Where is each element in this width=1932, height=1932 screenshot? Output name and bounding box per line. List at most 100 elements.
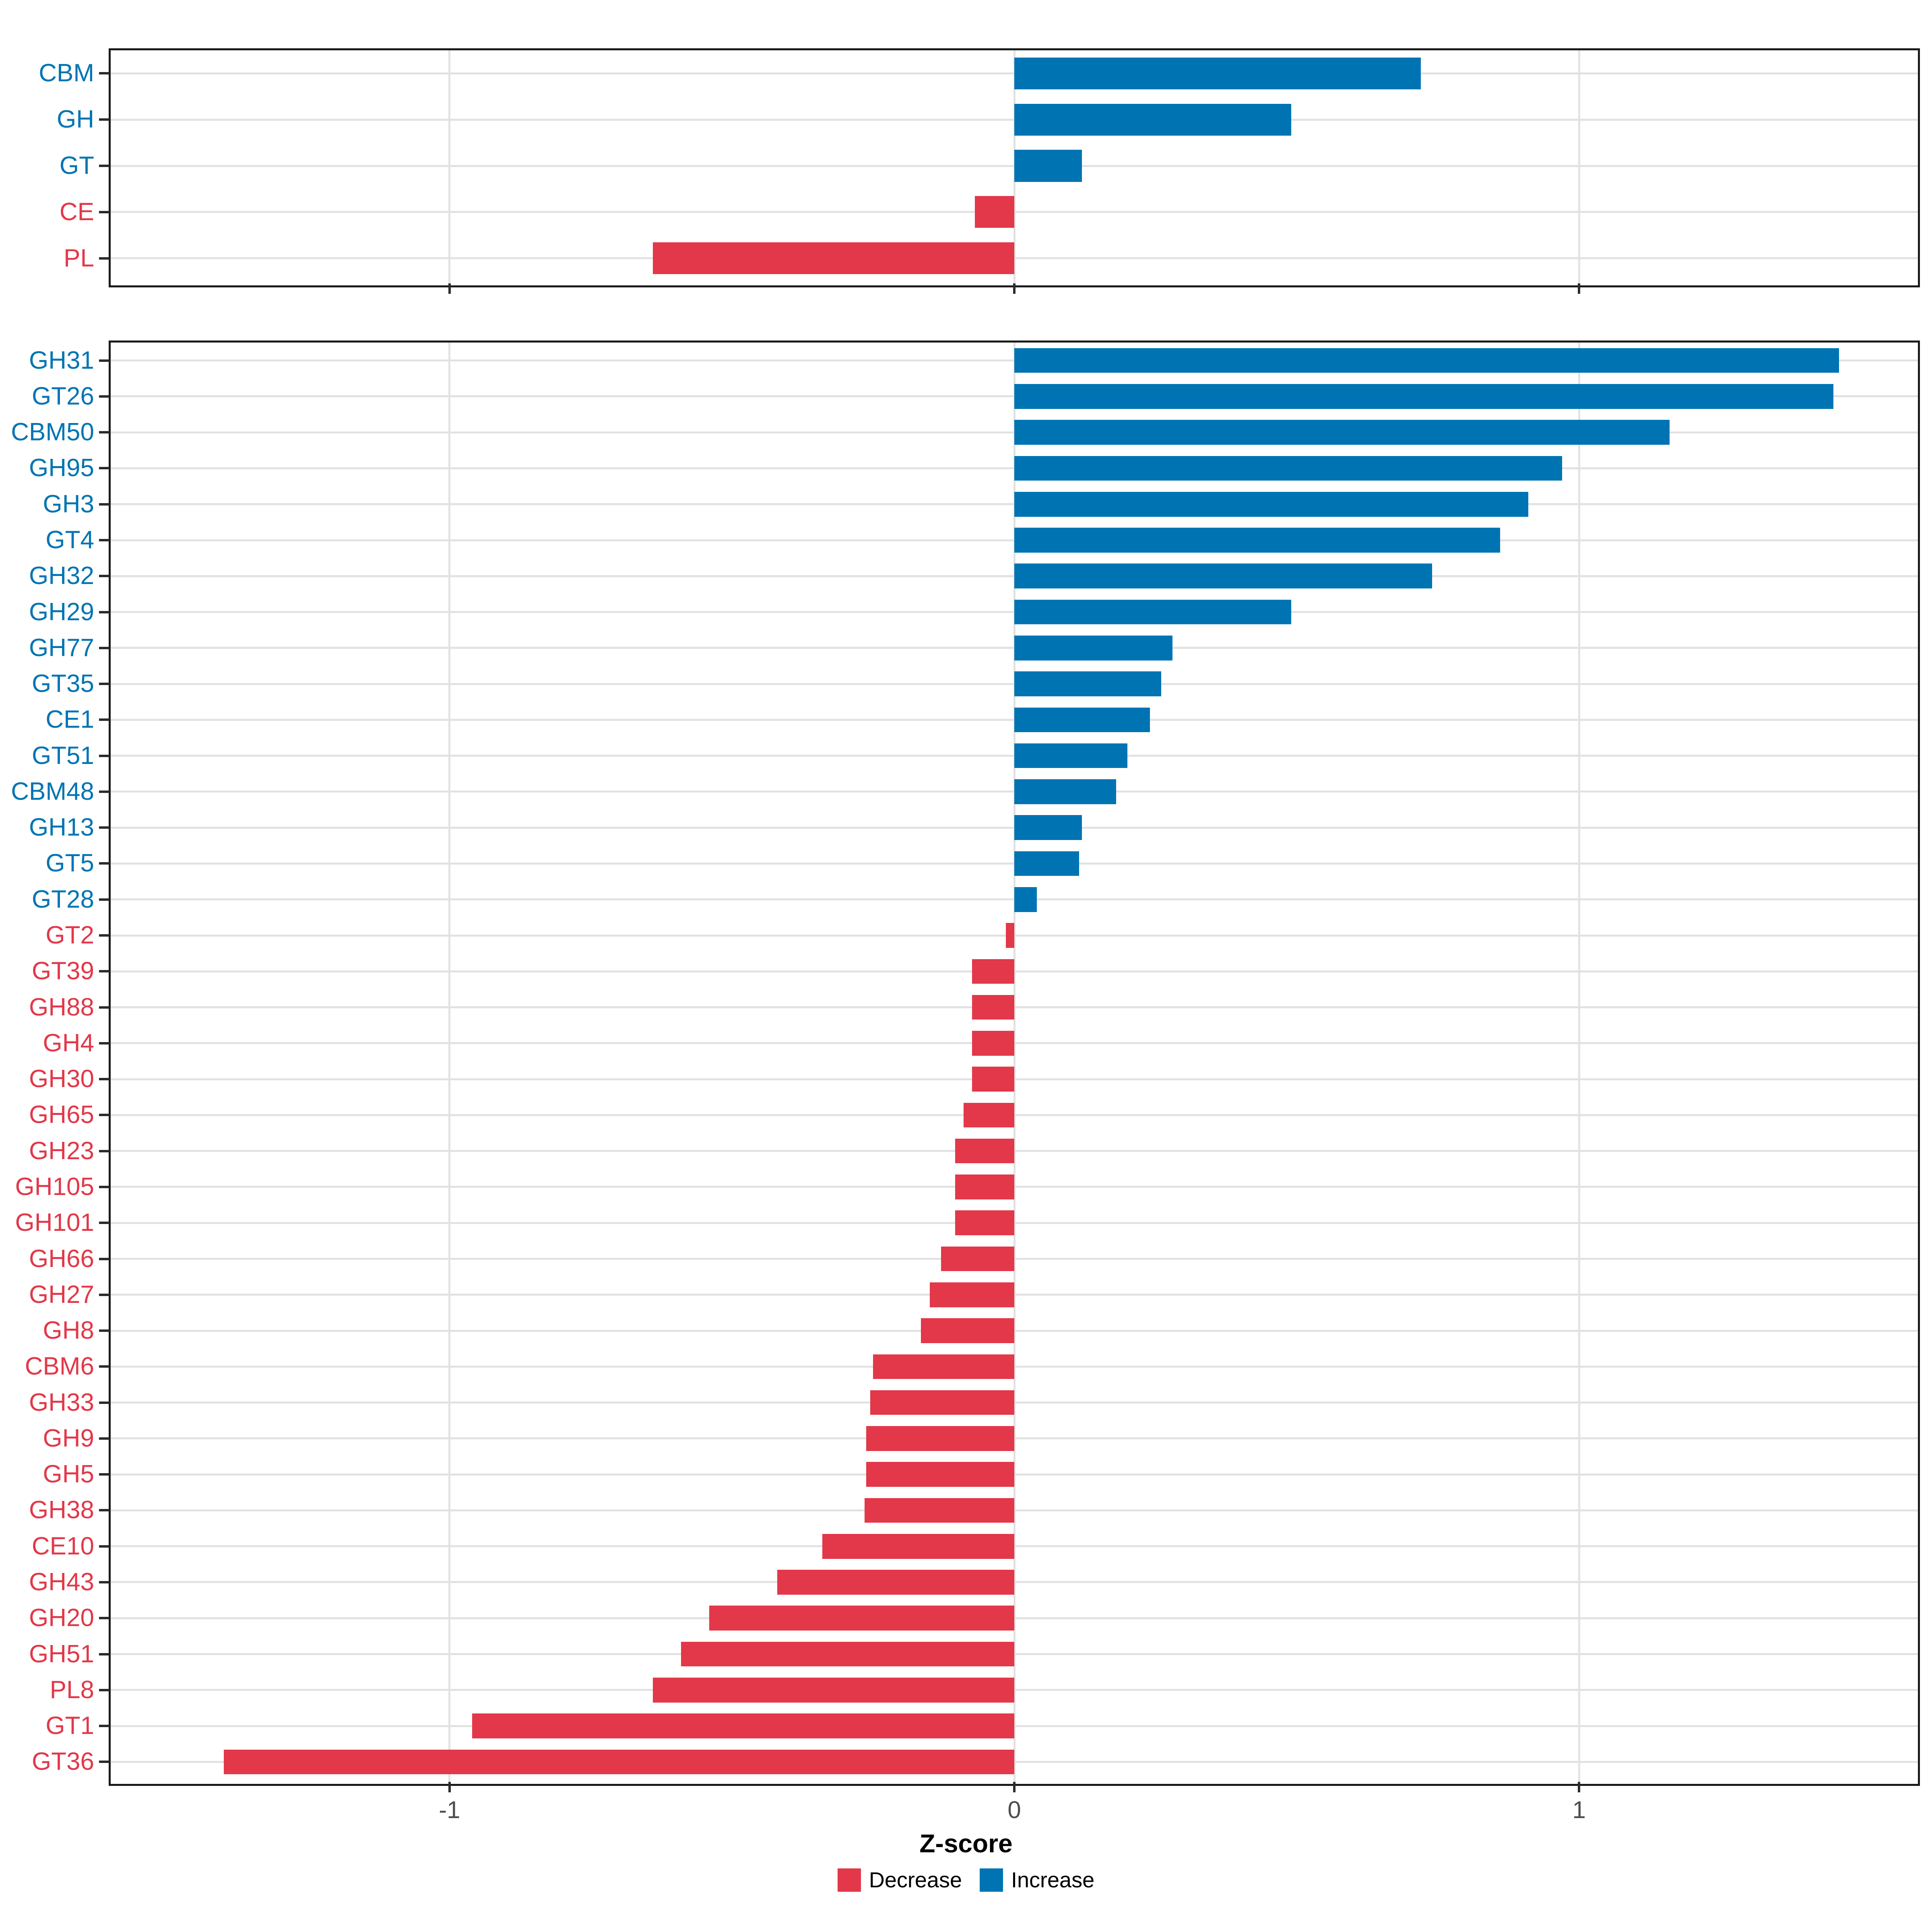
y-tick-mark: [99, 790, 109, 793]
horizontal-gridline: [111, 211, 1918, 213]
y-label-GT28: GT28: [31, 885, 94, 913]
bar-GH3: [1014, 491, 1528, 517]
y-label-GH43: GH43: [29, 1568, 94, 1596]
horizontal-gridline: [111, 1006, 1918, 1009]
bar-GT: [1014, 150, 1082, 182]
bar-CBM48: [1014, 779, 1116, 804]
y-tick-mark: [99, 862, 109, 865]
bar-GH32: [1014, 564, 1432, 589]
x-tick-label: -1: [439, 1796, 460, 1823]
bar-GT2: [1005, 923, 1014, 948]
legend-item-increase: Increase: [979, 1868, 1095, 1892]
y-tick-mark: [99, 970, 109, 973]
vertical-gridline: [1578, 343, 1580, 1784]
horizontal-gridline: [111, 1150, 1918, 1152]
increase-swatch: [979, 1868, 1003, 1892]
horizontal-gridline: [111, 1402, 1918, 1404]
x-tick-label: 1: [1572, 1796, 1586, 1823]
y-label-CE10: CE10: [31, 1532, 94, 1560]
horizontal-gridline: [111, 1509, 1918, 1511]
bar-GH29: [1014, 599, 1291, 625]
y-label-GH38: GH38: [29, 1496, 94, 1524]
bar-GT51: [1014, 743, 1127, 768]
panel-cazyme-classes: CBM GH GT CE PL: [0, 48, 1932, 294]
bar-GH5: [866, 1462, 1014, 1487]
vertical-gridline: [1013, 343, 1016, 1784]
bar-CBM50: [1014, 420, 1670, 445]
y-tick-mark: [99, 1617, 109, 1620]
y-tick-mark: [99, 1473, 109, 1476]
x-tick-mark: [448, 1782, 451, 1792]
bar-GH23: [955, 1138, 1014, 1164]
bar-GH4: [972, 1031, 1014, 1056]
y-label-GH77: GH77: [29, 634, 94, 662]
y-label-PL8: PL8: [50, 1676, 94, 1704]
y-label-GH13: GH13: [29, 813, 94, 842]
bar-GT4: [1014, 528, 1500, 553]
y-label-GH23: GH23: [29, 1137, 94, 1165]
vertical-gridline: [448, 50, 451, 285]
plot-area-classes: [109, 48, 1920, 287]
y-tick-mark: [99, 1006, 109, 1009]
y-label-CBM: CBM: [39, 59, 94, 87]
bar-GH13: [1014, 815, 1082, 840]
y-tick-mark: [99, 1545, 109, 1548]
y-label-GT36: GT36: [31, 1748, 94, 1776]
decrease-swatch: [837, 1868, 861, 1892]
y-tick-mark: [99, 118, 109, 121]
y-tick-mark: [99, 211, 109, 213]
y-tick-mark: [99, 1042, 109, 1044]
horizontal-gridline: [111, 1689, 1918, 1691]
bar-GH31: [1014, 348, 1839, 373]
x-axis-title: Z-score: [919, 1829, 1013, 1858]
horizontal-gridline: [111, 257, 1918, 260]
bar-GH95: [1014, 456, 1563, 481]
y-label-GH88: GH88: [29, 993, 94, 1021]
y-label-GH3: GH3: [43, 490, 94, 518]
y-tick-mark: [99, 539, 109, 541]
horizontal-gridline: [111, 1653, 1918, 1655]
bar-CBM6: [873, 1354, 1014, 1379]
y-label-GH8: GH8: [43, 1317, 94, 1345]
bar-GH33: [870, 1390, 1014, 1415]
bar-GT1: [472, 1713, 1014, 1738]
y-tick-mark: [99, 611, 109, 613]
horizontal-gridline: [111, 1114, 1918, 1116]
bar-GT39: [972, 959, 1014, 984]
y-label-GT2: GT2: [45, 921, 94, 949]
horizontal-gridline: [111, 1258, 1918, 1260]
bar-GT26: [1014, 384, 1833, 409]
y-tick-mark: [99, 503, 109, 506]
y-label-GH5: GH5: [43, 1460, 94, 1488]
y-label-GT39: GT39: [31, 957, 94, 985]
vertical-gridline: [448, 343, 451, 1784]
bar-GH: [1014, 103, 1291, 136]
y-tick-mark: [99, 1329, 109, 1332]
panel-cazyme-families: GH31 GT26 CBM50 GH95 GH3 GT4 GH32 GH29 GH77 GT35 C…: [0, 341, 1932, 1822]
y-label-GH: GH: [57, 105, 94, 134]
y-label-GH9: GH9: [43, 1424, 94, 1452]
y-label-CE: CE: [59, 198, 94, 226]
y-label-GT26: GT26: [31, 382, 94, 410]
legend-label-increase: Increase: [1011, 1868, 1095, 1892]
y-label-CE1: CE1: [45, 706, 94, 734]
y-label-GH29: GH29: [29, 598, 94, 626]
bar-PL8: [653, 1678, 1014, 1703]
y-label-GH27: GH27: [29, 1280, 94, 1309]
horizontal-gridline: [111, 1725, 1918, 1727]
y-tick-mark: [99, 1725, 109, 1728]
y-label-GH105: GH105: [15, 1172, 94, 1201]
bar-GH30: [972, 1067, 1014, 1092]
bar-GH66: [941, 1246, 1014, 1271]
y-label-CBM48: CBM48: [11, 777, 94, 805]
y-tick-mark: [99, 467, 109, 470]
bar-GT36: [223, 1749, 1014, 1775]
bar-GH51: [681, 1641, 1014, 1667]
y-label-GH4: GH4: [43, 1029, 94, 1057]
y-label-GT51: GT51: [31, 741, 94, 770]
bar-GH88: [972, 995, 1014, 1020]
y-label-GH101: GH101: [15, 1209, 94, 1237]
bar-GH9: [866, 1426, 1014, 1451]
y-tick-mark: [99, 1581, 109, 1583]
y-label-CBM50: CBM50: [11, 418, 94, 446]
